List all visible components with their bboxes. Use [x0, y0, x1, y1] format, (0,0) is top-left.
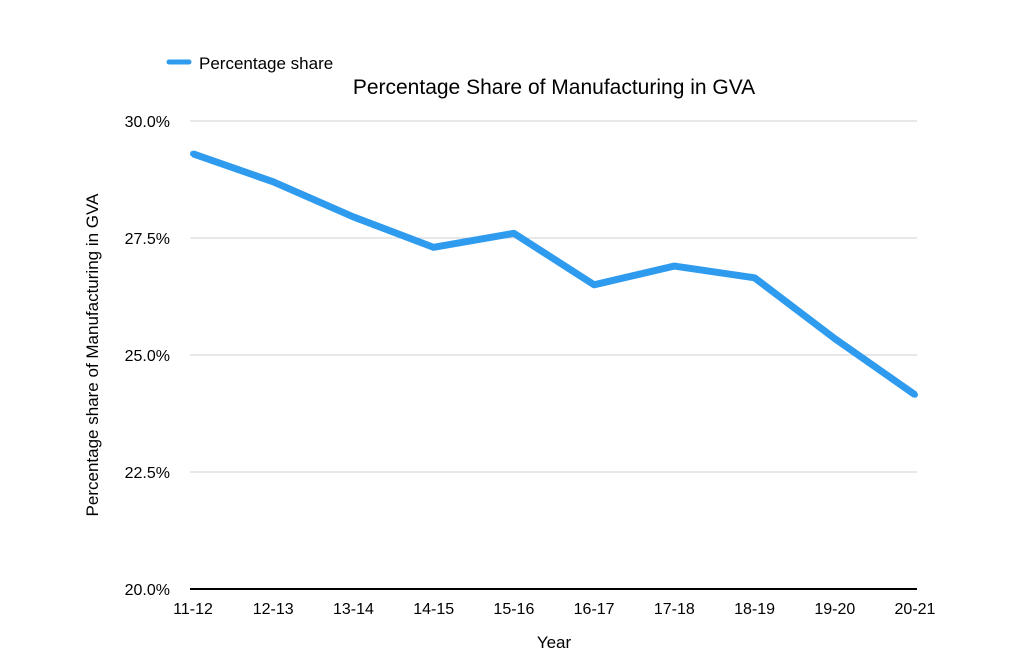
- y-tick-label: 20.0%: [125, 582, 170, 599]
- data-point: [912, 391, 918, 398]
- data-series: [190, 150, 918, 398]
- y-tick-label: 27.5%: [125, 231, 170, 248]
- x-tick-label: 20-21: [895, 601, 936, 618]
- data-point: [591, 281, 598, 288]
- x-tick-label: 16-17: [574, 601, 615, 618]
- data-point: [190, 150, 196, 157]
- y-tick-labels: 20.0% 22.5% 25.0% 27.5% 30.0%: [125, 114, 170, 599]
- y-tick-label: 25.0%: [125, 348, 170, 365]
- data-point: [671, 263, 678, 270]
- x-tick-label: 11-12: [173, 601, 213, 618]
- series-line: [191, 150, 918, 398]
- y-axis-label: Percentage share of Manufacturing in GVA: [83, 193, 102, 517]
- x-tick-label: 17-18: [654, 601, 695, 618]
- x-tick-labels: 11-12 12-13 13-14 14-15 15-16 16-17 17-18 18-19…: [173, 601, 935, 618]
- x-tick-label: 14-15: [413, 601, 454, 618]
- x-tick-label: 13-14: [333, 601, 374, 618]
- data-point: [510, 230, 517, 237]
- x-tick-label: 12-13: [253, 601, 294, 618]
- data-point: [350, 213, 357, 220]
- legend: Percentage share: [166, 54, 333, 73]
- x-tick-label: 15-16: [493, 601, 534, 618]
- y-tick-label: 22.5%: [125, 465, 170, 482]
- legend-label: Percentage share: [199, 54, 333, 73]
- data-point: [270, 178, 277, 185]
- y-tick-label: 30.0%: [125, 114, 170, 131]
- data-point: [831, 335, 838, 342]
- gridlines: [190, 120, 917, 590]
- data-point: [751, 274, 758, 281]
- chart-title: Percentage Share of Manufacturing in GVA: [353, 76, 755, 99]
- data-point: [430, 244, 437, 251]
- x-tick-label: 19-20: [814, 601, 855, 618]
- x-tick-label: 18-19: [734, 601, 775, 618]
- x-axis-label: Year: [537, 633, 572, 652]
